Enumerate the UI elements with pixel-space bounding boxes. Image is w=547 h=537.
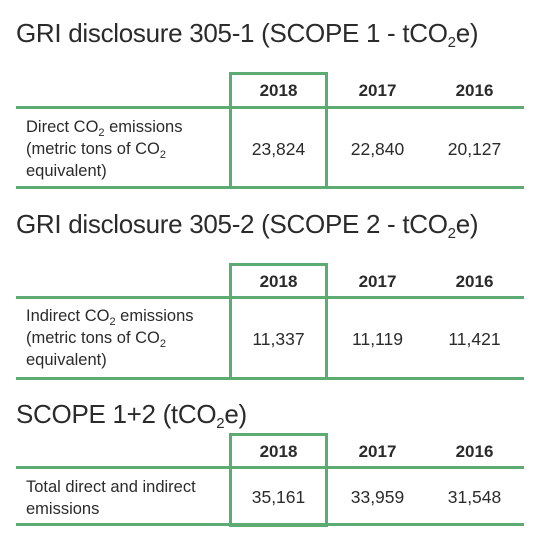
header-rule	[16, 466, 524, 469]
row-label-direct-emissions: Direct CO2 emissions (metric tons of CO2…	[26, 118, 183, 180]
header-2016: 2016	[455, 81, 494, 100]
footer-rule	[16, 523, 524, 526]
header-rule	[16, 106, 524, 109]
header-2018: 2018	[259, 81, 298, 100]
section-2-title: GRI disclosure 305-2 (SCOPE 2 - tCO2e)	[16, 209, 479, 242]
value-2016: 20,127	[447, 139, 502, 159]
header-2018: 2018	[259, 442, 298, 461]
footer-rule	[16, 377, 524, 380]
header-2016: 2016	[455, 272, 494, 291]
header-2018: 2018	[259, 272, 298, 291]
value-2016: 11,421	[448, 329, 501, 349]
value-2018: 11,337	[252, 329, 305, 349]
section-1-title: GRI disclosure 305-1 (SCOPE 1 - tCO2e)	[16, 18, 479, 51]
header-2017: 2017	[358, 81, 397, 100]
value-2017: 11,119	[352, 329, 403, 349]
value-2017: 33,959	[350, 487, 405, 507]
row-label-total-emissions: Total direct and indirect emissions	[26, 478, 196, 518]
header-2016: 2016	[455, 442, 494, 461]
row-label-indirect-emissions: Indirect CO2 emissions (metric tons of C…	[26, 307, 194, 369]
footer-rule	[16, 186, 524, 189]
section-3-title: SCOPE 1+2 (tCO2e)	[16, 399, 247, 432]
header-rule	[16, 296, 524, 299]
value-2018: 35,161	[251, 487, 306, 507]
value-2016: 31,548	[447, 487, 502, 507]
value-2017: 22,840	[350, 139, 405, 159]
header-2017: 2017	[358, 442, 397, 461]
header-2017: 2017	[358, 272, 397, 291]
value-2018: 23,824	[251, 139, 306, 159]
